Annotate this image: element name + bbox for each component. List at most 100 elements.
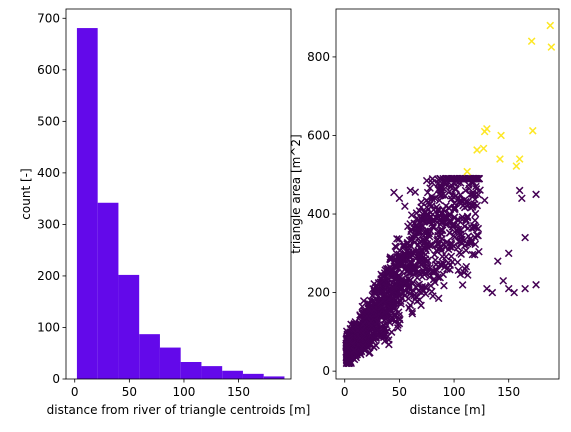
scatter-point-low [370, 306, 378, 314]
scatter-point-low [445, 229, 454, 237]
scatter-point-low [431, 256, 440, 264]
scatter-point-low [463, 271, 472, 279]
scatter-point-low [474, 190, 483, 199]
scatter-point-low [417, 221, 425, 230]
scatter-point-low [427, 287, 436, 296]
scatter-point-low [406, 289, 415, 298]
scatter-point-low [358, 334, 366, 343]
scatter-ytick-label: 400 [307, 207, 330, 221]
scatter-point-low [404, 222, 412, 231]
scatter-point-low [414, 216, 422, 225]
histogram-bar [263, 376, 285, 379]
scatter-point-low [403, 280, 411, 288]
scatter-point-high [497, 131, 505, 140]
scatter-point-low [381, 266, 390, 274]
scatter-point-low [420, 270, 429, 279]
scatter-point-low [499, 276, 508, 285]
scatter-point-low [392, 282, 401, 291]
hist-ytick-label: 100 [37, 320, 60, 334]
scatter-point-low [442, 252, 450, 261]
scatter-point-low [475, 247, 483, 256]
scatter-point-low [342, 357, 351, 365]
scatter-point-low [359, 320, 367, 329]
scatter-point-low [469, 221, 478, 230]
scatter-point-low [463, 202, 472, 211]
scatter-point-low [396, 246, 404, 255]
scatter-point-low [425, 232, 434, 241]
scatter-point-low [418, 285, 427, 294]
scatter-axes-frame [335, 8, 560, 380]
hist-xtick-label: 150 [227, 385, 250, 399]
scatter-point-low [390, 283, 399, 292]
scatter-point-low [383, 314, 392, 322]
scatter-point-low [461, 186, 470, 195]
scatter-point-low [399, 240, 408, 249]
scatter-point-low [428, 178, 437, 187]
scatter-point-low [467, 237, 476, 246]
scatter-point-low [405, 280, 413, 289]
scatter-xtick-label: 50 [392, 385, 407, 399]
scatter-point-low [439, 218, 447, 226]
scatter-point-low [425, 273, 434, 281]
scatter-point-low [384, 336, 393, 344]
scatter-point-low [401, 202, 409, 211]
hist-xtick-label: 0 [71, 385, 79, 399]
scatter-point-low [437, 209, 446, 217]
scatter-point-low [493, 257, 502, 265]
scatter-point-low [436, 273, 444, 282]
scatter-point-low [376, 298, 385, 307]
scatter-point-low [434, 273, 442, 282]
scatter-point-low [388, 254, 396, 263]
scatter-point-low [424, 243, 432, 252]
scatter-point-low [415, 268, 424, 276]
scatter-xtick-label: 0 [341, 385, 349, 399]
scatter-point-low [472, 182, 480, 191]
scatter-point-low [382, 282, 390, 291]
scatter-point-high [527, 37, 536, 46]
scatter-point-high [479, 144, 488, 153]
scatter-point-low [471, 209, 480, 218]
scatter-point-low [470, 250, 479, 259]
scatter-point-low [515, 186, 524, 195]
scatter-point-low [451, 185, 459, 193]
scatter-point-low [366, 341, 375, 350]
scatter-point-low [366, 296, 375, 305]
scatter-point-low [504, 249, 513, 258]
hist-ytick-label: 500 [37, 114, 60, 128]
scatter-point-low [454, 266, 463, 275]
hist-axes-frame [65, 8, 292, 380]
scatter-point-low [387, 288, 396, 297]
scatter-point-low [532, 280, 540, 289]
scatter-point-low [359, 342, 368, 350]
scatter-point-high [480, 127, 489, 136]
scatter-point-low [439, 239, 448, 248]
scatter-point-low [427, 203, 435, 211]
scatter-point-low [448, 258, 457, 266]
scatter-point-low [386, 254, 395, 263]
scatter-ytick-label: 0 [322, 364, 330, 378]
scatter-point-low [412, 247, 421, 256]
scatter-point-low [381, 289, 389, 298]
scatter-point-low [462, 217, 470, 225]
scatter-point-low [374, 326, 383, 335]
scatter-point-low [488, 288, 497, 297]
scatter-point-low [468, 250, 477, 259]
scatter-point-low [446, 216, 454, 225]
scatter-point-low [466, 174, 474, 183]
scatter-point-low [344, 343, 352, 352]
scatter-plot: 0 50 100 150 0 200 400 600 800 distance [m] triang… [289, 8, 560, 417]
scatter-point-low [532, 190, 540, 199]
scatter-ytick-label: 200 [307, 286, 330, 300]
scatter-point-low [397, 284, 406, 293]
scatter-point-low [373, 318, 382, 326]
scatter-point-low [393, 234, 401, 243]
scatter-point-low [358, 302, 367, 311]
scatter-point-low [445, 174, 454, 183]
scatter-point-low [462, 215, 470, 224]
scatter-point-low [518, 194, 526, 203]
scatter-point-low [457, 199, 466, 208]
scatter-ytick-label: 600 [307, 128, 330, 142]
scatter-point-low [441, 191, 450, 200]
scatter-point-low [521, 233, 529, 242]
